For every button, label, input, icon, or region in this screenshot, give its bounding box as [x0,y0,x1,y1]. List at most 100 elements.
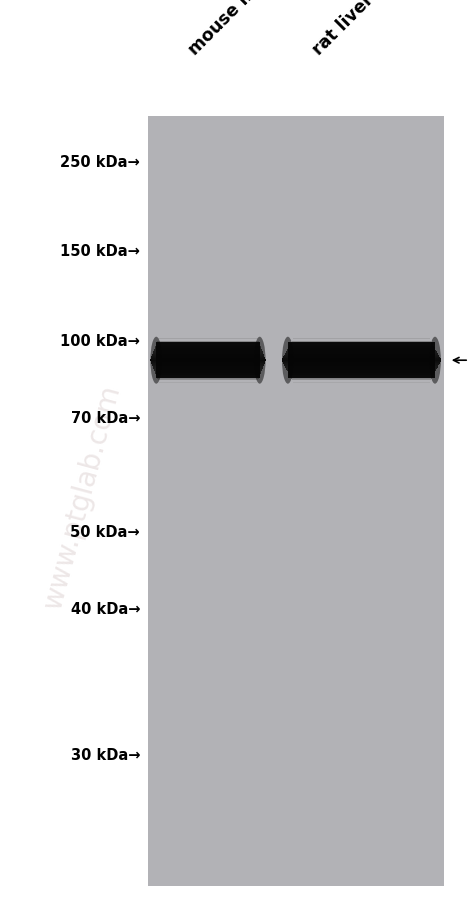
Bar [154,370,262,371]
Bar [153,367,263,369]
Bar [151,358,265,361]
Bar [287,369,436,371]
Text: 30 kDa→: 30 kDa→ [70,748,140,762]
Bar [152,364,264,366]
Bar [285,354,438,355]
Bar [155,348,261,349]
Bar [287,350,436,352]
Text: www.ptglab.com: www.ptglab.com [39,381,125,612]
Bar [148,117,444,886]
Bar [153,354,263,355]
Bar [283,357,439,360]
Bar [288,372,435,373]
Bar [155,347,261,348]
Bar [152,365,264,367]
Bar [154,369,262,371]
Bar [287,350,436,351]
Bar [286,368,437,370]
Bar [155,372,261,373]
Bar [151,358,265,360]
Bar [282,360,440,363]
Bar [154,371,262,372]
Bar [150,360,266,363]
Ellipse shape [254,337,266,384]
Bar [287,351,436,353]
Bar [155,348,261,350]
Bar [288,348,435,349]
Bar [156,346,260,347]
Bar [282,360,441,362]
Text: 40 kDa→: 40 kDa→ [70,602,140,616]
Bar [286,352,437,354]
Bar [151,362,265,364]
Bar [154,370,262,372]
Bar [154,351,262,353]
Ellipse shape [282,337,294,384]
Bar [285,366,438,368]
Bar [283,358,440,360]
Text: 250 kDa→: 250 kDa→ [60,155,140,170]
Bar [285,366,438,367]
Bar [156,346,260,348]
Bar [150,359,266,362]
Bar [150,360,266,362]
Bar [152,354,264,356]
Bar [156,343,260,379]
Bar [156,373,260,375]
Bar [150,360,266,362]
Bar [153,352,263,354]
Bar [151,357,265,360]
Bar [289,346,434,347]
Bar [283,357,439,359]
Bar [283,363,439,364]
Bar [284,364,439,365]
Bar [282,361,440,364]
Bar [151,363,265,364]
Bar [285,354,438,355]
Bar [288,372,435,373]
Bar [152,356,264,358]
Bar [285,354,438,356]
Bar [153,366,263,367]
Bar [151,357,265,359]
Bar [289,373,434,374]
Bar [154,350,262,351]
Bar [284,364,439,366]
Bar [283,362,440,364]
Bar [289,373,434,375]
Text: mouse liver: mouse liver [185,0,278,59]
Text: 100 kDa→: 100 kDa→ [60,334,140,348]
Bar [286,368,437,369]
Bar [153,353,263,354]
Bar [153,368,263,370]
Bar [282,359,440,362]
Bar [155,349,261,350]
Bar [155,373,261,374]
Bar [153,353,263,354]
Bar [283,362,439,364]
Ellipse shape [150,337,162,384]
Bar [284,356,439,358]
Bar [153,368,263,369]
Bar [151,362,265,364]
Ellipse shape [429,337,441,384]
Text: 150 kDa→: 150 kDa→ [60,244,140,258]
Bar [287,370,436,372]
Bar [151,361,265,364]
Text: rat liver: rat liver [309,0,377,59]
Bar [156,374,260,375]
Bar [152,355,264,357]
Bar [286,367,437,369]
Bar [284,355,439,358]
Bar [285,365,438,367]
Bar [289,347,434,348]
Bar [288,348,435,350]
Bar [289,346,434,348]
Bar [155,372,261,373]
Text: 70 kDa→: 70 kDa→ [70,410,140,425]
Bar [289,374,434,375]
Bar [154,351,262,352]
Bar [284,364,439,366]
Bar [286,353,437,354]
Bar [152,364,264,366]
